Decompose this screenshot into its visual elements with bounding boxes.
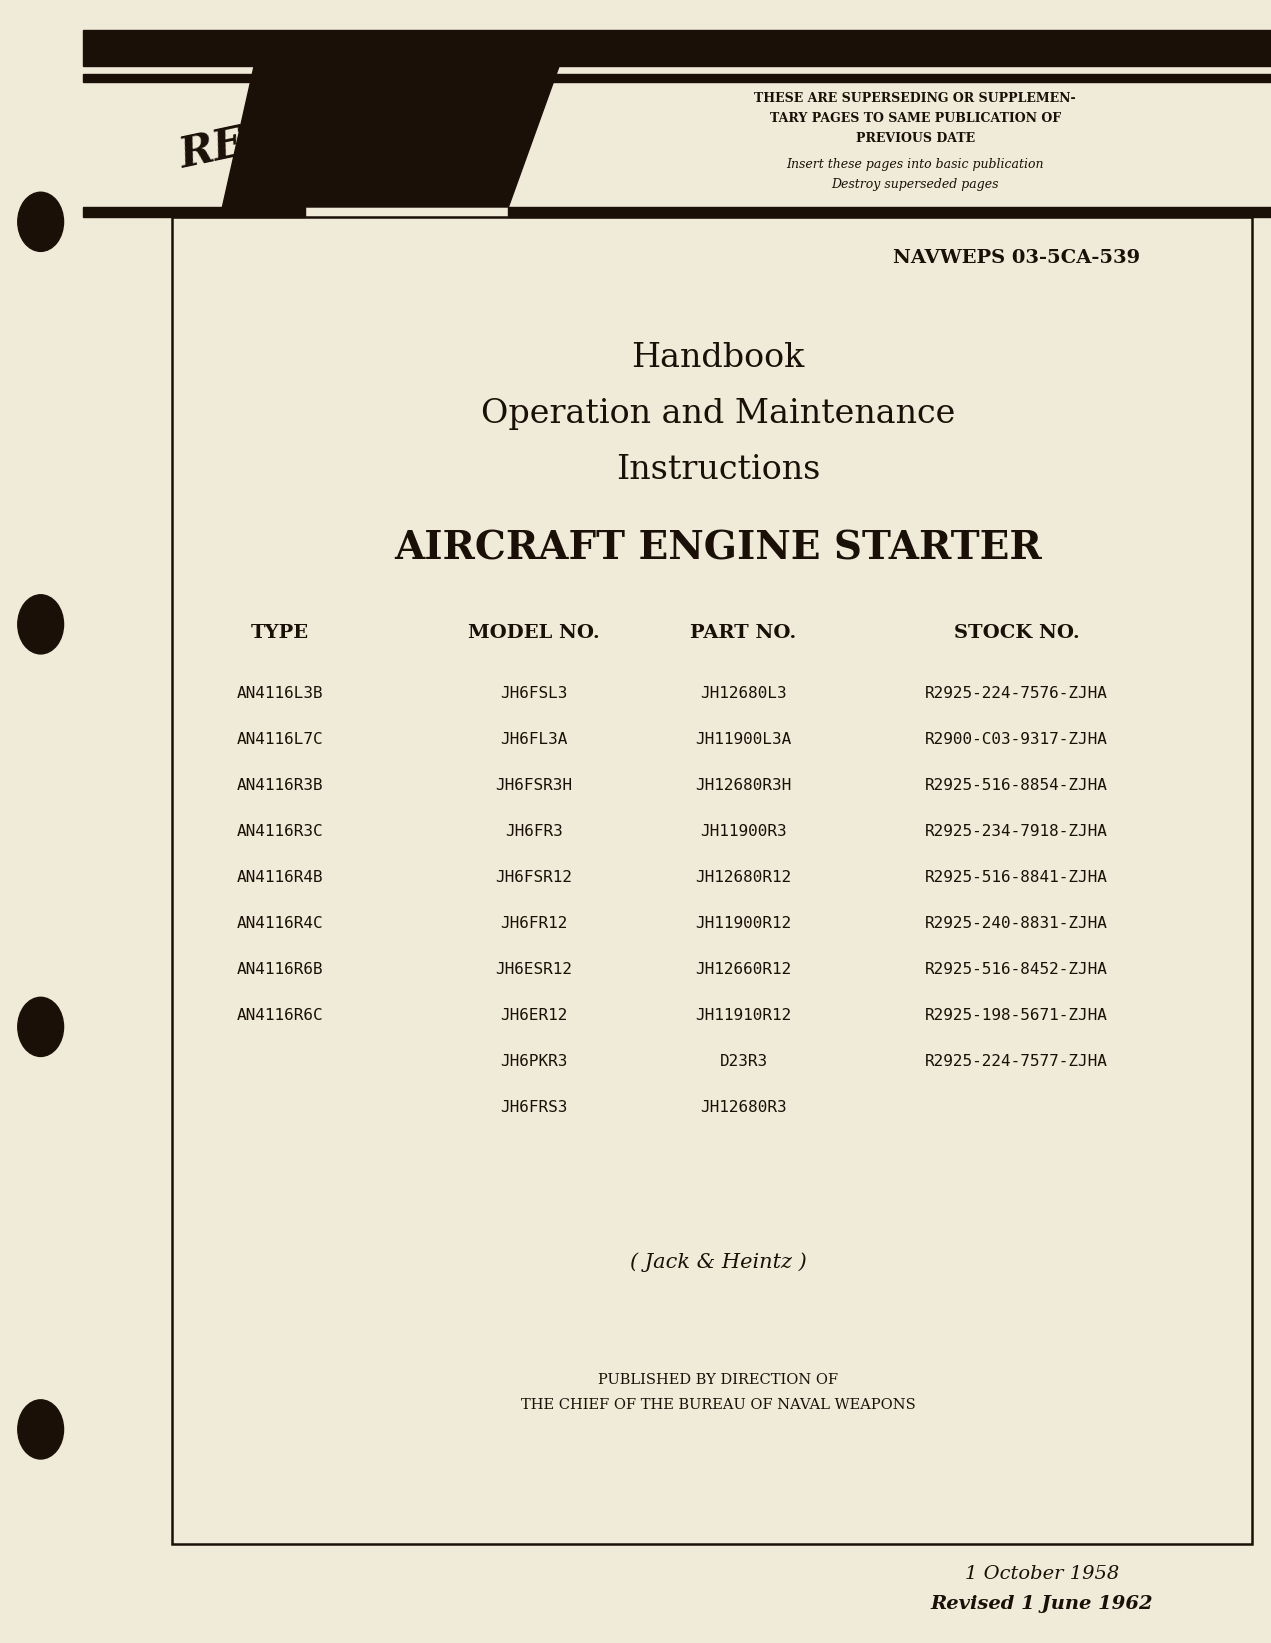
Circle shape — [18, 1400, 64, 1459]
Text: R2925-224-7576-ZJHA: R2925-224-7576-ZJHA — [925, 685, 1108, 702]
Text: JH12680R3: JH12680R3 — [700, 1099, 787, 1116]
Bar — [83, 30, 1271, 66]
Text: R2925-240-8831-ZJHA: R2925-240-8831-ZJHA — [925, 915, 1108, 932]
Text: R2900-C03-9317-ZJHA: R2900-C03-9317-ZJHA — [925, 731, 1108, 748]
Text: R2925-516-8452-ZJHA: R2925-516-8452-ZJHA — [925, 961, 1108, 978]
Circle shape — [18, 997, 64, 1056]
Text: THE CHIEF OF THE BUREAU OF NAVAL WEAPONS: THE CHIEF OF THE BUREAU OF NAVAL WEAPONS — [521, 1398, 915, 1411]
Text: PREVIOUS DATE: PREVIOUS DATE — [855, 131, 975, 145]
Text: TARY PAGES TO SAME PUBLICATION OF: TARY PAGES TO SAME PUBLICATION OF — [769, 112, 1061, 125]
Text: ( Jack & Heintz ): ( Jack & Heintz ) — [629, 1252, 807, 1272]
Text: JH6FSL3: JH6FSL3 — [500, 685, 568, 702]
Text: AN4116R6B: AN4116R6B — [236, 961, 323, 978]
Text: JH12680R12: JH12680R12 — [695, 869, 792, 886]
Text: JH6ER12: JH6ER12 — [500, 1007, 568, 1024]
Circle shape — [18, 595, 64, 654]
Text: Destroy superseded pages: Destroy superseded pages — [831, 177, 999, 191]
Text: TYPE: TYPE — [250, 624, 309, 641]
Text: R2925-198-5671-ZJHA: R2925-198-5671-ZJHA — [925, 1007, 1108, 1024]
Text: JH11910R12: JH11910R12 — [695, 1007, 792, 1024]
Text: Instructions: Instructions — [616, 453, 820, 486]
Text: AIRCRAFT ENGINE STARTER: AIRCRAFT ENGINE STARTER — [394, 529, 1042, 568]
Text: R2925-224-7577-ZJHA: R2925-224-7577-ZJHA — [925, 1053, 1108, 1070]
Text: AN4116R3B: AN4116R3B — [236, 777, 323, 794]
Text: JH6FSR3H: JH6FSR3H — [496, 777, 572, 794]
Text: JH12660R12: JH12660R12 — [695, 961, 792, 978]
Text: Insert these pages into basic publication: Insert these pages into basic publicatio… — [787, 158, 1043, 171]
Text: JH6FR12: JH6FR12 — [500, 915, 568, 932]
Text: PUBLISHED BY DIRECTION OF: PUBLISHED BY DIRECTION OF — [599, 1374, 838, 1387]
Text: THESE ARE SUPERSEDING OR SUPPLEMEN-: THESE ARE SUPERSEDING OR SUPPLEMEN- — [754, 92, 1077, 105]
Text: 1 October 1958: 1 October 1958 — [965, 1566, 1120, 1582]
Text: JH6PKR3: JH6PKR3 — [500, 1053, 568, 1070]
Text: Handbook: Handbook — [632, 342, 805, 375]
Text: AN4116L3B: AN4116L3B — [236, 685, 323, 702]
Text: JH6ESR12: JH6ESR12 — [496, 961, 572, 978]
Bar — [172, 217, 1252, 1544]
Bar — [83, 207, 305, 217]
Text: Operation and Maintenance: Operation and Maintenance — [480, 398, 956, 430]
Text: JH6FR3: JH6FR3 — [505, 823, 563, 840]
Text: R2925-516-8841-ZJHA: R2925-516-8841-ZJHA — [925, 869, 1108, 886]
Text: MODEL NO.: MODEL NO. — [468, 624, 600, 641]
Text: NOTICE: NOTICE — [310, 154, 440, 207]
Text: JH6FSR12: JH6FSR12 — [496, 869, 572, 886]
Text: JH12680R3H: JH12680R3H — [695, 777, 792, 794]
Text: JH6FL3A: JH6FL3A — [500, 731, 568, 748]
Text: AN4116R4B: AN4116R4B — [236, 869, 323, 886]
Circle shape — [18, 192, 64, 251]
Text: NAVWEPS 03-5CA-539: NAVWEPS 03-5CA-539 — [894, 250, 1140, 266]
Text: D23R3: D23R3 — [719, 1053, 768, 1070]
Bar — [508, 207, 1271, 217]
Text: AN4116R3C: AN4116R3C — [236, 823, 323, 840]
Text: AN4116R4C: AN4116R4C — [236, 915, 323, 932]
Text: STOCK NO.: STOCK NO. — [955, 624, 1079, 641]
Text: REVISION: REVISION — [175, 85, 422, 177]
Text: AN4116R6C: AN4116R6C — [236, 1007, 323, 1024]
Text: Revised 1 June 1962: Revised 1 June 1962 — [930, 1595, 1154, 1612]
Text: R2925-516-8854-ZJHA: R2925-516-8854-ZJHA — [925, 777, 1108, 794]
Text: AN4116L7C: AN4116L7C — [236, 731, 323, 748]
Bar — [83, 74, 1271, 82]
Text: JH11900L3A: JH11900L3A — [695, 731, 792, 748]
Text: JH11900R3: JH11900R3 — [700, 823, 787, 840]
Text: PART NO.: PART NO. — [690, 624, 797, 641]
Text: JH11900R12: JH11900R12 — [695, 915, 792, 932]
Text: JH6FRS3: JH6FRS3 — [500, 1099, 568, 1116]
Text: JH12680L3: JH12680L3 — [700, 685, 787, 702]
Polygon shape — [222, 66, 559, 207]
Text: R2925-234-7918-ZJHA: R2925-234-7918-ZJHA — [925, 823, 1108, 840]
